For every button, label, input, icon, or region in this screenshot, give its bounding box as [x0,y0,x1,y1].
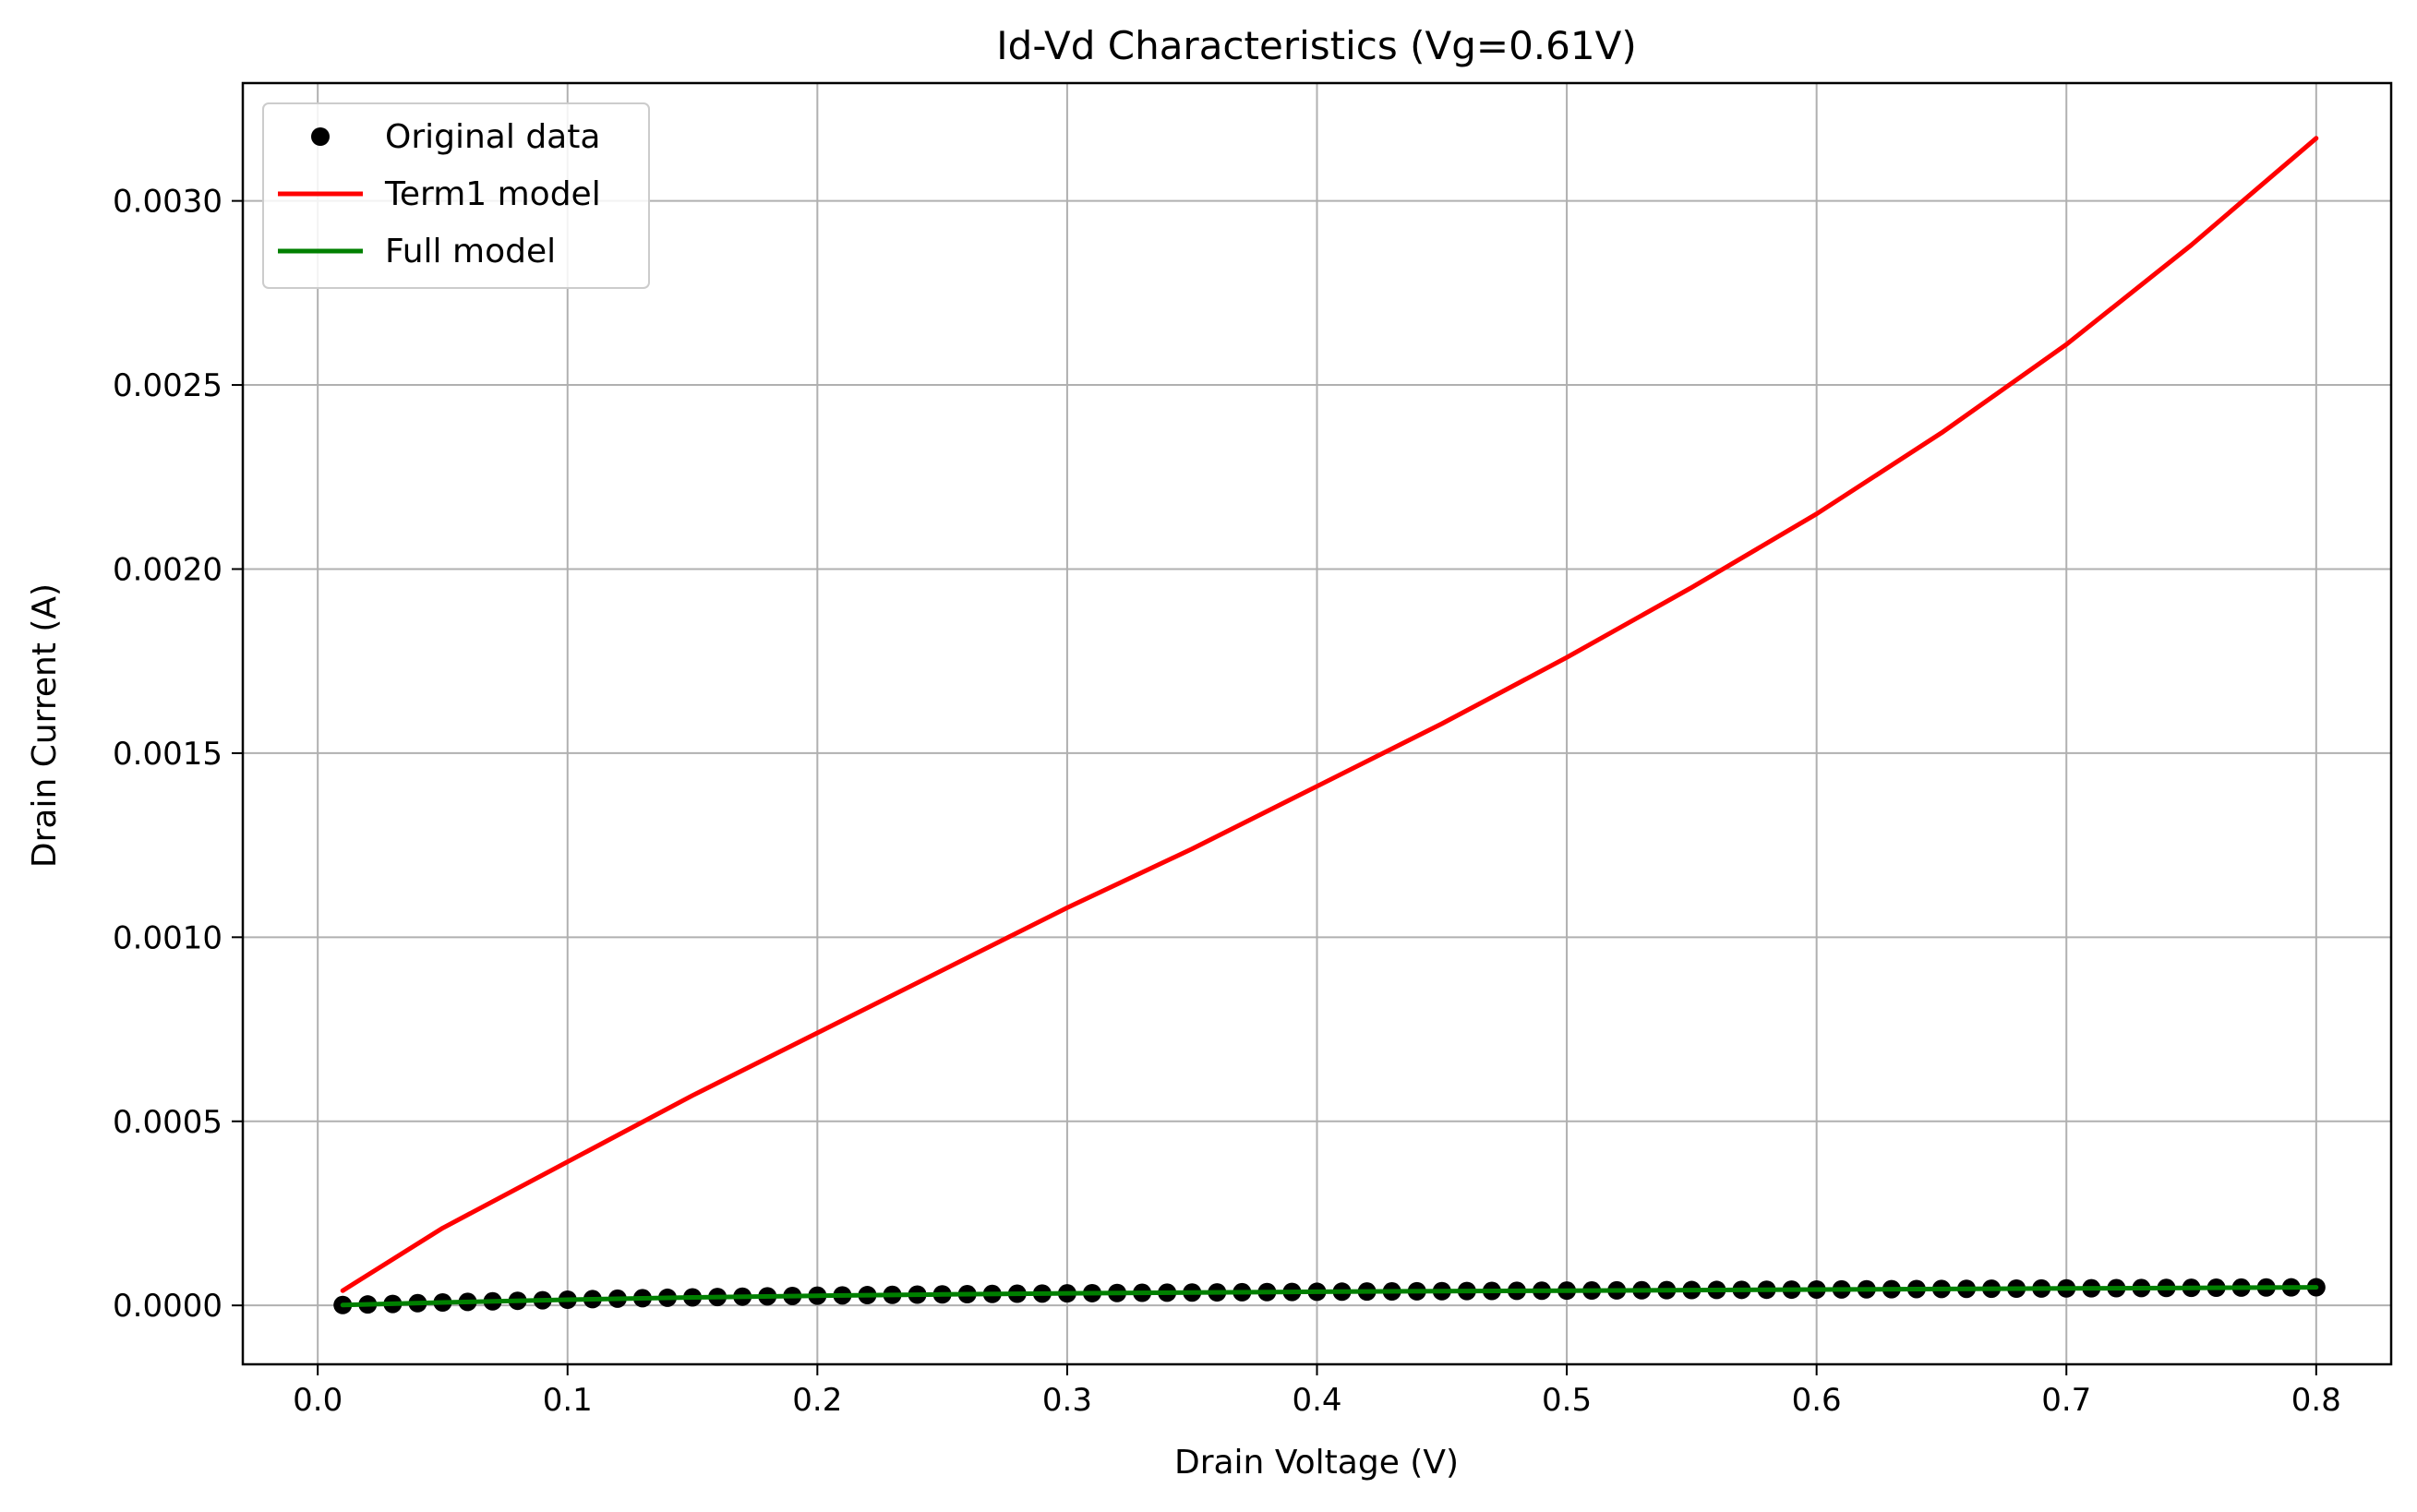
chart-title: Id-Vd Characteristics (Vg=0.61V) [996,23,1636,68]
legend-marker-original-data [311,127,330,146]
legend-label: Full model [385,233,556,270]
y-tick-label: 0.0030 [113,184,222,221]
x-tick-label: 0.5 [1542,1382,1592,1419]
y-tick-label: 0.0010 [113,919,222,956]
y-tick-label: 0.0025 [113,367,222,404]
y-tick-label: 0.0020 [113,551,222,588]
x-tick-label: 0.2 [792,1382,842,1419]
legend-label: Term1 model [384,175,601,213]
term1-model-line [340,136,2319,1293]
plot-area [333,136,2326,1314]
x-tick-label: 0.3 [1042,1382,1092,1419]
y-axis: 0.0000 0.0005 0.0010 0.0015 0.0020 0.0025 0.00… [113,184,243,1325]
legend-label: Original data [385,118,600,156]
y-tick-label: 0.0000 [113,1288,222,1325]
legend: Original data Term1 model Full model [262,102,650,289]
x-tick-label: 0.4 [1292,1382,1341,1419]
x-tick-label: 0.6 [1792,1382,1842,1419]
x-tick-label: 0.0 [293,1382,343,1419]
x-tick-label: 0.1 [543,1382,593,1419]
y-axis-label: Drain Current (A) [26,583,64,868]
x-axis: 0.0 0.1 0.2 0.3 0.4 0.5 0.6 0.7 0.8 [293,1364,2341,1419]
x-tick-label: 0.8 [2291,1382,2341,1419]
y-tick-label: 0.0005 [113,1104,222,1141]
x-tick-label: 0.7 [2041,1382,2091,1419]
grid-lines [243,83,2391,1364]
x-axis-label: Drain Voltage (V) [1174,1444,1459,1482]
full-model-line [340,1285,2319,1308]
y-tick-label: 0.0015 [113,736,222,773]
legend-box [262,102,650,289]
